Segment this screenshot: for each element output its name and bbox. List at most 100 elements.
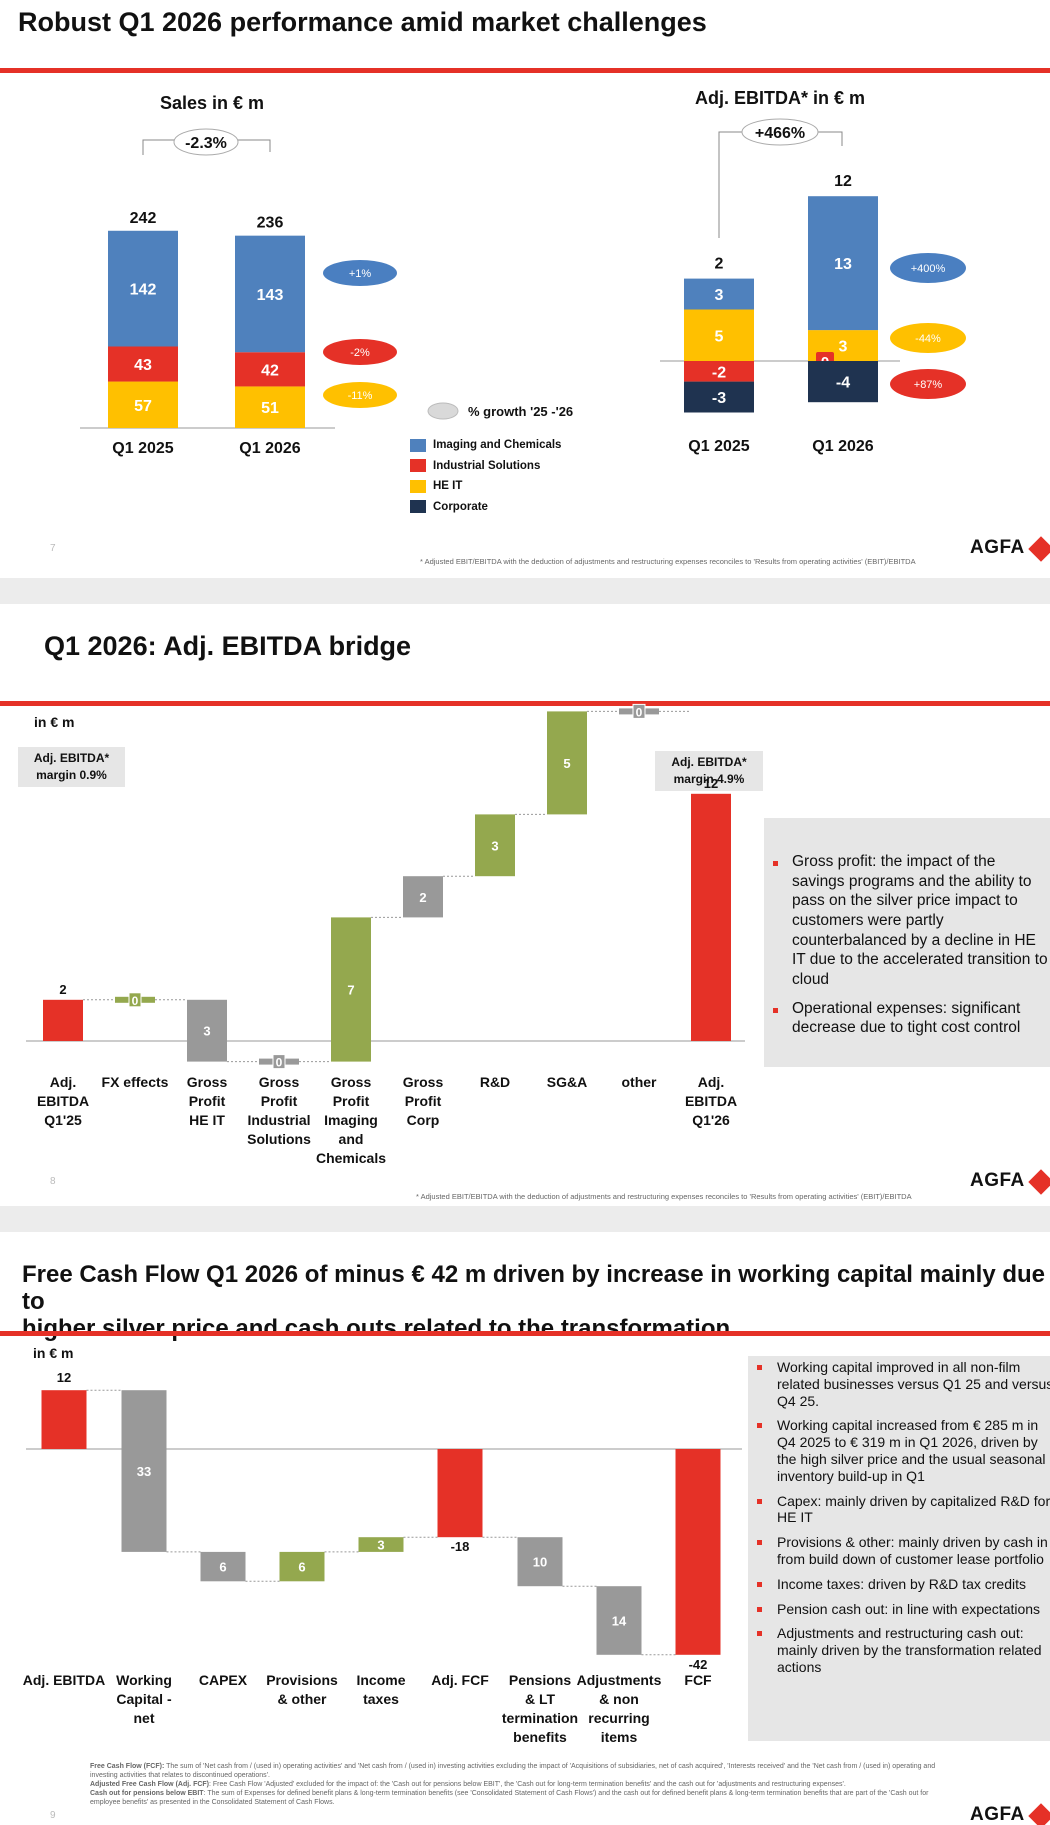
- bar-segment: [235, 386, 305, 428]
- ebitda-bridge-chart: 2 Adj. EBITDA Q1'25 0 FX effects 3 Gross Profit H…: [26, 703, 745, 1166]
- bridge-bar: [691, 793, 731, 1041]
- slide-title-line1: Free Cash Flow Q1 2026 of minus € 42 m d…: [22, 1261, 1046, 1315]
- bar-value-label: 5: [563, 756, 570, 771]
- footnote: * Adjusted EBIT/EBITDA with the deductio…: [416, 1192, 912, 1201]
- segment-label: 5: [715, 328, 724, 345]
- comment-bullet: Provisions & other: mainly driven by cas…: [748, 1534, 1050, 1568]
- bar-value-label: 0: [636, 705, 643, 719]
- title-underline: [0, 701, 1050, 706]
- chart-legend: Imaging and Chemicals Industrial Solution…: [410, 435, 561, 517]
- footnote: * Adjusted EBIT/EBITDA with the deductio…: [420, 557, 916, 566]
- total-label: 2: [715, 256, 724, 273]
- x-tick-label: Adj. EBITDA Q1'25: [37, 1074, 89, 1128]
- free-cash-flow-chart: 12 Adj. EBITDA 33 Working Capital -net 6 CAPEX…: [23, 1370, 742, 1745]
- bar-value-label: 12: [704, 776, 718, 791]
- x-tick-label: Adj. EBITDA Q1'26: [685, 1074, 737, 1128]
- legend-swatch: [410, 500, 426, 514]
- slide-free-cash-flow: Free Cash Flow Q1 2026 of minus € 42 m d…: [0, 1232, 1050, 1825]
- margin-box-end: Adj. EBITDA* margin 4.9%: [655, 751, 763, 791]
- slide-title: Robust Q1 2026 performance amid market c…: [18, 7, 707, 37]
- bar-value-label: 2: [59, 982, 66, 997]
- fcf-bar: [121, 1390, 167, 1552]
- segment-label: -3: [712, 390, 726, 407]
- growth-label: +1%: [349, 268, 372, 280]
- growth-bubble: [323, 382, 397, 408]
- chart-title: Sales in € m: [160, 93, 264, 113]
- fcf-bar: [358, 1537, 404, 1552]
- chart-title: Adj. EBITDA* in € m: [695, 88, 865, 108]
- segment-label: 3: [715, 287, 724, 304]
- x-tick-label: Gross Profit Industrial Solutions: [247, 1074, 311, 1147]
- x-tick-label: Gross Profit Corp: [403, 1074, 444, 1128]
- x-tick-label: FX effects: [102, 1074, 169, 1090]
- slide-ebitda-bridge: Q1 2026: Adj. EBITDA bridge in € m Adj. …: [0, 604, 1050, 1206]
- bar-segment: [108, 230, 178, 347]
- x-tick-label: Pensions & LT termination benefits: [502, 1672, 578, 1745]
- segment-label: 143: [257, 287, 284, 304]
- growth-bubble: [890, 369, 966, 399]
- footnote-definition: Free Cash Flow (FCF): The sum of 'Net ca…: [90, 1763, 936, 1780]
- legend-item: HE IT: [410, 476, 561, 497]
- agfa-logo: AGFA: [970, 1170, 1025, 1191]
- growth-bubble: [173, 128, 239, 156]
- footnote-definition: Cash out for pensions below EBIT: The su…: [90, 1790, 929, 1807]
- segment-label: 3: [839, 339, 848, 356]
- legend-label: Industrial Solutions: [433, 459, 541, 472]
- margin-start-line2: margin 0.9%: [36, 767, 107, 782]
- x-tick-label: Q1 2026: [812, 438, 873, 455]
- legend-label: HE IT: [433, 480, 463, 493]
- segment-label: 57: [134, 398, 152, 415]
- bridge-bar: [43, 999, 83, 1041]
- x-tick-label: Working Capital -net: [116, 1672, 172, 1726]
- growth-label: +87%: [914, 379, 943, 391]
- x-tick-label: CAPEX: [199, 1672, 248, 1688]
- legend-item: Imaging and Chemicals: [410, 435, 561, 456]
- bar-value-label: -18: [451, 1539, 470, 1554]
- bar-value-label: -42: [689, 1657, 708, 1672]
- slide-title-line2: higher silver price and cash outs relate…: [22, 1314, 731, 1342]
- total-label: 12: [834, 173, 852, 190]
- bar-segment: [684, 381, 754, 413]
- slide-title: Q1 2026: Adj. EBITDA bridge: [44, 631, 412, 661]
- legend-item: Corporate: [410, 497, 561, 518]
- margin-end-line2: margin 4.9%: [673, 771, 745, 786]
- segment-label: 43: [134, 357, 152, 374]
- fcf-bar: [437, 1449, 483, 1538]
- bar-segment: [684, 278, 754, 310]
- comment-bullet: Working capital improved in all non-film…: [748, 1359, 1050, 1409]
- segment-label: 13: [834, 256, 852, 273]
- segment-label: 142: [130, 282, 157, 299]
- segment-label: 42: [261, 362, 279, 379]
- bar-value-label: 6: [219, 1560, 226, 1575]
- bridge-bar: [403, 876, 443, 918]
- sales-ebitda-charts: Sales in € m 57 43 142 242 Q1 2025 51 42 143 236 Q…: [80, 88, 966, 457]
- x-tick-label: Q1 2025: [112, 440, 173, 457]
- x-tick-label: Adjustments & non recurring items: [577, 1672, 662, 1745]
- segment-label: 51: [261, 400, 279, 417]
- comment-bullet: Income taxes: driven by R&D tax credits: [748, 1576, 1050, 1593]
- growth-legend-label: % growth '25 -'26: [468, 404, 573, 419]
- fcf-bar: [675, 1449, 721, 1655]
- growth-label: +400%: [911, 263, 946, 275]
- unit-label: in € m: [33, 1345, 74, 1361]
- bridge-bar: [547, 711, 587, 815]
- bar-segment: [235, 352, 305, 387]
- x-tick-label: Income taxes: [356, 1672, 405, 1707]
- fcf-bar: [517, 1537, 563, 1587]
- segment-label: -2: [712, 364, 726, 381]
- legend-label: Imaging and Chemicals: [433, 439, 562, 452]
- footnote-definition: Adjusted Free Cash Flow (Adj. FCF): Free…: [90, 1781, 846, 1789]
- x-tick-label: Gross Profit HE IT: [187, 1074, 228, 1128]
- bar-value-label: 3: [377, 1538, 384, 1553]
- bridge-bar: [187, 999, 227, 1062]
- bar-segment: [808, 361, 878, 403]
- margin-box-start: Adj. EBITDA* margin 0.9%: [18, 747, 125, 787]
- comment-bullet: Operational expenses: significant decrea…: [764, 999, 1050, 1038]
- x-tick-label: R&D: [480, 1074, 510, 1090]
- bar-segment: [684, 361, 754, 382]
- slide-sales-ebitda: Robust Q1 2026 performance amid market c…: [0, 0, 1050, 578]
- comment-box: Working capital improved in all non-film…: [748, 1356, 1050, 1741]
- bar-value-box: [632, 703, 646, 719]
- x-tick-label: Adj. FCF: [431, 1672, 489, 1688]
- total-label: 242: [130, 210, 157, 227]
